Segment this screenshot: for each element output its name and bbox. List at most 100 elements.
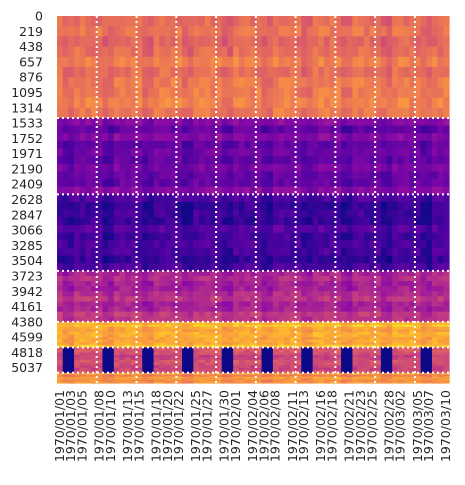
- heatmap-cell: [159, 311, 166, 318]
- heatmap-cell: [113, 179, 121, 188]
- heatmap-cell: [312, 117, 319, 127]
- heatmap-cell: [403, 377, 410, 380]
- heatmap-cell: [437, 362, 444, 366]
- heatmap-cell: [397, 377, 405, 380]
- heatmap-cell: [278, 354, 285, 359]
- heatmap-cell: [176, 255, 183, 264]
- heatmap-cell: [278, 360, 285, 364]
- heatmap-cell: [363, 275, 371, 282]
- heatmap-cell: [102, 186, 109, 196]
- heatmap-cell: [312, 381, 319, 384]
- heatmap-cell: [267, 240, 274, 249]
- heatmap-cell: [130, 281, 138, 287]
- heatmap-cell: [199, 373, 206, 376]
- heatmap-cell: [62, 373, 69, 376]
- heatmap-cell: [238, 117, 246, 127]
- heatmap-cell: [74, 247, 81, 257]
- heatmap-cell: [329, 66, 336, 78]
- heatmap-cell: [289, 179, 297, 188]
- heatmap-cell: [380, 374, 388, 377]
- heatmap-cell: [96, 202, 104, 211]
- heatmap-cell: [409, 332, 416, 336]
- heatmap-cell: [113, 286, 121, 292]
- heatmap-cell: [147, 209, 155, 218]
- heatmap-cell: [369, 186, 376, 196]
- heatmap-cell: [278, 370, 285, 374]
- heatmap-cell: [147, 46, 155, 58]
- heatmap-cell: [363, 380, 371, 383]
- heatmap-cell: [142, 352, 149, 356]
- heatmap-cell: [363, 117, 371, 127]
- heatmap-cell: [278, 171, 285, 180]
- heatmap-cell: [176, 26, 183, 37]
- heatmap-cell: [380, 316, 388, 323]
- heatmap-cell: [164, 87, 172, 99]
- heatmap-cell: [341, 270, 348, 277]
- heatmap-cell: [79, 374, 86, 377]
- heatmap-cell: [386, 125, 393, 134]
- heatmap-cell: [96, 377, 104, 380]
- heatmap-cell: [352, 97, 359, 109]
- heatmap-cell: [233, 107, 240, 119]
- heatmap-cell: [346, 306, 354, 313]
- heatmap-cell: [312, 87, 319, 99]
- heatmap-cell: [375, 349, 382, 354]
- heatmap-cell: [437, 133, 444, 142]
- heatmap-cell: [79, 16, 86, 27]
- heatmap-cell: [147, 247, 155, 257]
- heatmap-cell: [261, 332, 268, 336]
- heatmap-cell: [318, 334, 325, 338]
- heatmap-cell: [125, 66, 132, 78]
- heatmap-cell: [352, 148, 359, 157]
- heatmap-cell: [397, 329, 405, 333]
- heatmap-cell: [62, 117, 69, 127]
- heatmap-cell: [210, 342, 217, 346]
- heatmap-cell: [437, 56, 444, 68]
- heatmap-cell: [68, 365, 75, 369]
- heatmap-cell: [318, 296, 325, 303]
- heatmap-cell: [380, 217, 388, 226]
- heatmap-cell: [199, 281, 206, 287]
- heatmap-cell: [409, 375, 416, 378]
- heatmap-cell: [375, 365, 382, 369]
- heatmap-cell: [335, 281, 342, 287]
- heatmap-cell: [352, 370, 359, 374]
- heatmap-cell: [289, 352, 297, 356]
- heatmap-cell: [397, 179, 405, 188]
- heatmap-cell: [278, 377, 285, 380]
- heatmap-cell: [68, 117, 75, 127]
- heatmap-cell: [261, 354, 268, 359]
- heatmap-cell: [187, 26, 194, 37]
- heatmap-cell: [358, 224, 365, 234]
- heatmap-cell: [420, 56, 427, 68]
- heatmap-cell: [267, 332, 274, 336]
- heatmap-cell: [187, 286, 194, 292]
- heatmap-cell: [324, 263, 331, 272]
- heatmap-cell: [426, 296, 433, 303]
- heatmap-cell: [136, 224, 143, 234]
- heatmap-cell: [57, 342, 64, 346]
- y-tick-label: 2409: [11, 177, 43, 192]
- heatmap-cell: [57, 179, 64, 188]
- heatmap-cell: [397, 352, 405, 356]
- heatmap-cell: [329, 171, 336, 180]
- heatmap-cell: [386, 232, 393, 241]
- heatmap-cell: [278, 194, 285, 203]
- heatmap-cell: [233, 97, 240, 109]
- heatmap-cell: [227, 179, 234, 188]
- heatmap-cell: [403, 376, 410, 379]
- heatmap-cell: [57, 263, 64, 272]
- heatmap-cell: [119, 36, 126, 48]
- heatmap-cell: [301, 275, 308, 282]
- heatmap-cell: [272, 87, 280, 99]
- heatmap-cell: [312, 354, 319, 359]
- heatmap-cell: [244, 301, 251, 308]
- heatmap-cell: [159, 26, 166, 37]
- heatmap-cell: [119, 87, 126, 99]
- heatmap-cell: [187, 311, 194, 318]
- heatmap-cell: [335, 247, 342, 257]
- heatmap-cell: [272, 339, 280, 343]
- heatmap-cell: [57, 301, 64, 308]
- heatmap-cell: [91, 349, 98, 354]
- heatmap-cell: [125, 194, 132, 203]
